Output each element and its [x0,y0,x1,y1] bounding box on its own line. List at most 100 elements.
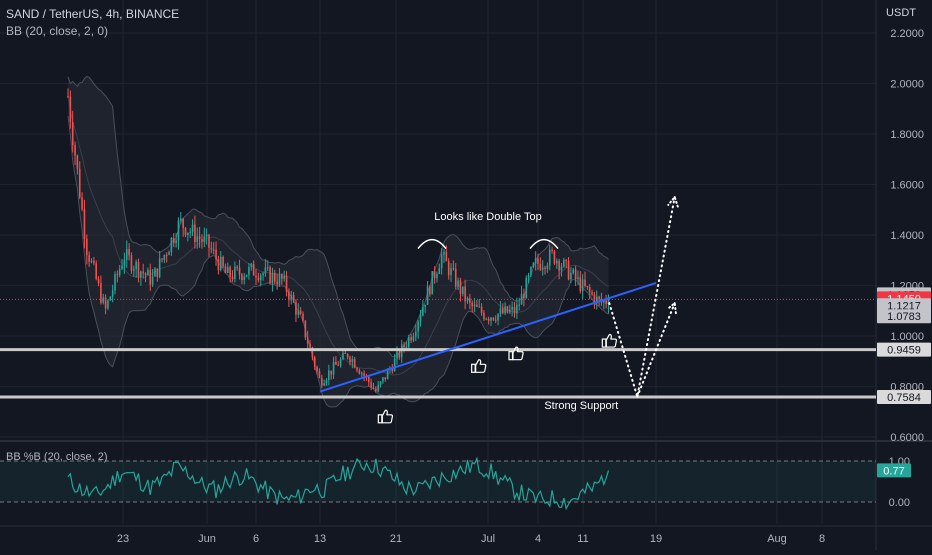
time-tick-label: Aug [767,533,787,545]
candle-body [118,268,121,276]
candle-body [165,255,168,257]
candle-body [516,304,518,314]
price-tick-label: 1.6000 [890,180,924,192]
candle-body [499,308,502,314]
candle-body [309,343,311,348]
candle-body [476,304,478,307]
strong-support-annotation[interactable]: Strong Support [544,400,618,412]
candle-body [323,383,325,386]
candle-body [90,260,93,262]
candle-body [471,302,473,307]
price-tick-label: 2.0000 [890,79,924,91]
candle-body [506,306,509,313]
candle-body [407,337,410,347]
candle-body [102,297,105,303]
candle-body [290,295,293,301]
candle-body [560,266,563,271]
candle-body [447,261,450,276]
candle-body [431,271,434,295]
candle-body [281,274,283,279]
candle-body [330,370,332,375]
candle-body [335,361,337,365]
drawings[interactable]: Looks like Double Top Strong Support [0,195,876,424]
candle-body [93,260,95,264]
candle-body [419,315,422,322]
candle-body [245,274,248,277]
candle-body [382,377,384,382]
candle-body [478,306,481,308]
candle-body [302,313,304,321]
candle-body [243,276,246,280]
thumb-hand [512,346,524,361]
candle-body [297,310,300,315]
ascending-trendline [319,282,657,393]
price-label-bg [877,390,931,405]
candle-body [518,304,520,306]
candle-body [525,277,528,299]
candle-body [494,319,497,321]
candle-body [370,382,372,388]
indicator-legend[interactable]: BB (20, close, 2, 0) [6,24,109,38]
candle-body [292,295,295,303]
candle-body [172,237,175,244]
candle-body [107,300,109,309]
candle-body [342,352,344,360]
candle-body [154,268,156,277]
candle-body [114,274,116,291]
candle-body [137,261,140,278]
candle-body [551,249,553,251]
time-tick-label: 4 [535,533,541,545]
candle-body [346,353,349,358]
candle-body [149,269,152,285]
candle-body [318,371,321,378]
candle-body [295,302,297,315]
candle-body [337,364,340,366]
candle-body [168,252,170,256]
candle-body [191,224,194,232]
candle-body [466,298,469,302]
candle-body [78,168,81,198]
symbol-title[interactable]: SAND / TetherUS, 4h, BINANCE [6,7,180,21]
thumb-hand [605,333,618,348]
oscillator-pane [0,456,876,511]
candle-body [393,358,396,372]
price-label-bg [877,298,931,313]
time-tick-label: 6 [253,533,259,545]
candle-body [321,377,323,386]
candle-body [128,249,130,256]
candle-body [264,267,267,274]
candle-body [177,220,180,241]
candle-body [219,256,222,271]
candle-body [241,274,243,280]
candle-body [391,368,394,372]
oscillator-legend[interactable]: BB %B (20, close, 2) [6,451,108,463]
candle-body [142,271,144,274]
candle-body [274,272,276,282]
candle-body [504,306,506,314]
double-top-annotation[interactable]: Looks like Double Top [434,211,541,223]
price-label-bg [877,342,931,357]
candle-body [539,264,542,270]
candle-body [201,239,203,242]
oscillator-value-text: 0.77 [883,465,904,477]
thumb-cuff [508,351,514,361]
candle-body [511,306,513,310]
candle-body [133,269,135,271]
oscillator-value-badge [877,463,911,478]
candle-body [490,317,492,321]
thumb-cuff [471,363,476,373]
candle-body [182,218,184,228]
candle-body [546,265,549,269]
candle-body [513,306,516,314]
candle-body [250,263,253,268]
candle-body [607,299,610,305]
candle-body [403,344,405,348]
candle-body [259,275,262,281]
candle-body [339,359,342,366]
candle-body [74,144,76,156]
candle-body [469,298,471,303]
candle-body [236,266,238,268]
candle-body [548,249,551,266]
